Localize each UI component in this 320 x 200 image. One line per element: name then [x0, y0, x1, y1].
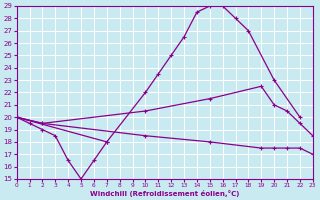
X-axis label: Windchill (Refroidissement éolien,°C): Windchill (Refroidissement éolien,°C): [90, 190, 239, 197]
